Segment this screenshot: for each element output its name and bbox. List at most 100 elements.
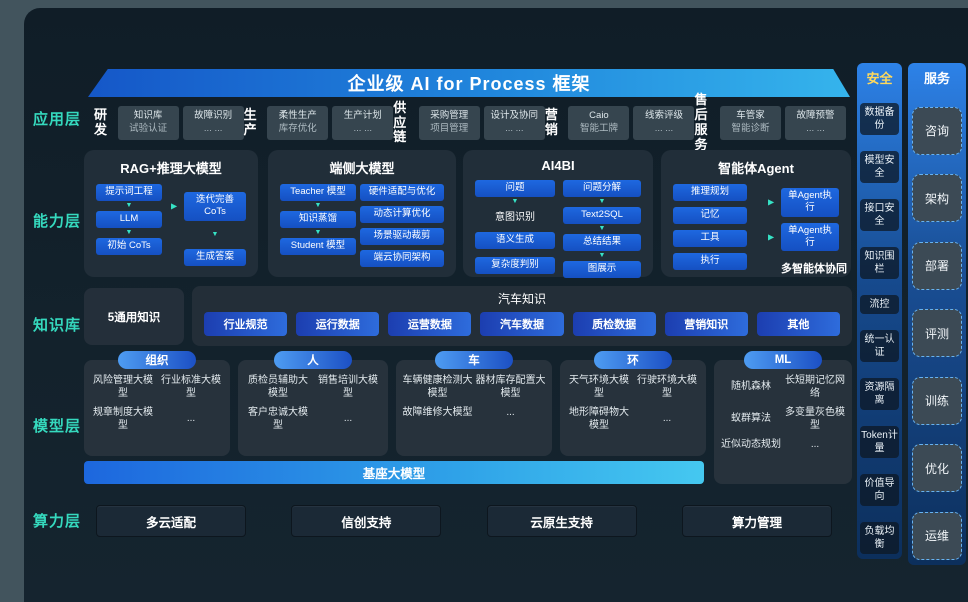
security-item[interactable]: 数据备份 [860, 103, 899, 135]
rag-step-prompt[interactable]: 提示词工程 [96, 184, 162, 201]
ai4bi-intent: 意图识别 [495, 212, 535, 223]
edge-flow-teacher[interactable]: Teacher 模型 [280, 184, 356, 201]
ai4bi-complexity[interactable]: 复杂度判别 [475, 257, 555, 274]
service-title: 服务 [923, 71, 950, 86]
service-column: 服务 咨询 架构 部署 评测 训练 优化 运维 [908, 63, 966, 565]
service-item[interactable]: 运维 [912, 511, 962, 560]
ai4bi-summary[interactable]: 总结结果 [563, 234, 641, 251]
model-pill-people[interactable]: 人 [274, 351, 352, 369]
security-item[interactable]: 资源隔离 [860, 378, 899, 410]
security-item[interactable]: Token计量 [860, 426, 899, 458]
knowledge-chip[interactable]: 其他 [756, 312, 840, 336]
security-item[interactable]: 流控 [860, 295, 899, 314]
model-item: ... [662, 413, 672, 425]
app-chip-line1: 采购管理 [430, 110, 469, 122]
agent-module-memory[interactable]: 记忆 [673, 207, 747, 224]
knowledge-chip[interactable]: 行业规范 [204, 312, 288, 336]
knowledge-chip[interactable]: 营销知识 [664, 312, 748, 336]
base-model-bar[interactable]: 基座大模型 [84, 461, 704, 484]
rag-step-iterate-cots[interactable]: 迭代完善CoTs [184, 192, 246, 221]
app-chip[interactable]: 采购管理 项目管理 [418, 106, 480, 140]
app-chip-line1: Caio [589, 110, 609, 122]
compute-button[interactable]: 算力管理 [681, 505, 832, 537]
model-item: ... [186, 413, 196, 425]
security-item[interactable]: 统一认证 [860, 330, 899, 362]
edge-feature-box[interactable]: 场景驱动裁剪 [360, 228, 444, 245]
app-chip[interactable]: 故障预警 ... ... [784, 106, 846, 140]
model-items-ml: 随机森林 长短期记忆网络 蚁群算法 多变量灰色模型 近似动态规划... [714, 360, 852, 456]
agent-module-tools[interactable]: 工具 [673, 230, 747, 247]
rag-step-llm[interactable]: LLM [96, 211, 162, 228]
service-item[interactable]: 架构 [912, 174, 962, 223]
security-item[interactable]: 价值导向 [860, 474, 899, 506]
knowledge-chip[interactable]: 汽车数据 [480, 312, 564, 336]
compute-button[interactable]: 云原生支持 [486, 505, 637, 537]
app-group: 营销 Caio 智能工牌 线索评级 ... ... [545, 106, 695, 140]
arrow-down-icon: ▼ [598, 198, 606, 205]
edge-feature-box[interactable]: 端云协同架构 [360, 250, 444, 267]
model-pill-env[interactable]: 环 [594, 351, 672, 369]
ai4bi-semantic[interactable]: 语义生成 [475, 232, 555, 249]
security-item[interactable]: 知识围栏 [860, 247, 899, 279]
service-item[interactable]: 咨询 [912, 106, 962, 155]
model-item: 风险管理大模型 [93, 375, 153, 399]
knowledge-chip[interactable]: 运营数据 [388, 312, 472, 336]
card-title-agent: 智能体Agent [718, 161, 794, 176]
app-chip-line2: ... ... [806, 123, 825, 134]
model-pill-ml[interactable]: ML [744, 351, 822, 369]
knowledge-chip[interactable]: 质检数据 [572, 312, 656, 336]
model-item: 天气环境大模型 [569, 375, 629, 399]
agent-module-exec[interactable]: 执行 [673, 253, 747, 270]
ai4bi-text2sql[interactable]: Text2SQL [563, 207, 641, 224]
service-item[interactable]: 训练 [912, 376, 962, 425]
app-chip-line1: 车管家 [736, 110, 765, 122]
knowledge-chip[interactable]: 运行数据 [296, 312, 380, 336]
service-item[interactable]: 评测 [912, 309, 962, 358]
app-chip-line2: 智能诊断 [731, 123, 770, 134]
app-chip[interactable]: 知识库 试验认证 [117, 106, 179, 140]
app-chip[interactable]: 设计及协同 ... ... [483, 106, 545, 140]
agent-exec-single-1[interactable]: 单Agent执行 [781, 188, 839, 217]
edge-flow-distill[interactable]: 知识蒸馏 [280, 211, 356, 228]
model-card-env: 环 天气环境大模型 行驶环境大模型 地形障碍物大模型... [560, 351, 706, 456]
app-chip-line1: 知识库 [133, 110, 163, 122]
app-chip-line2: ... ... [505, 123, 524, 134]
agent-module-planning[interactable]: 推理规划 [673, 184, 747, 201]
app-chip[interactable]: Caio 智能工牌 [568, 106, 630, 140]
edge-flow-student[interactable]: Student 模型 [280, 238, 356, 255]
ai4bi-question[interactable]: 问题 [475, 180, 555, 197]
edge-feature-box[interactable]: 硬件适配与优化 [360, 184, 444, 201]
app-chip[interactable]: 车管家 智能诊断 [719, 106, 781, 140]
layer-label-compute: 算力层 [33, 513, 82, 530]
layer-label-capability: 能力层 [33, 213, 82, 230]
app-chip-line1: 柔性生产 [278, 110, 317, 122]
service-item[interactable]: 部署 [912, 241, 962, 290]
security-item[interactable]: 接口安全 [860, 199, 899, 231]
knowledge-general-card[interactable]: 5通用知识 [84, 288, 184, 345]
compute-button[interactable]: 多云适配 [96, 505, 246, 537]
ai4bi-decompose[interactable]: 问题分解 [563, 180, 641, 197]
compute-button[interactable]: 信创支持 [291, 505, 442, 537]
edge-feature-box[interactable]: 动态计算优化 [360, 206, 444, 223]
rag-step-answer[interactable]: 生成答案 [184, 248, 246, 266]
app-chip-line2: 智能工牌 [579, 123, 618, 134]
security-item[interactable]: 模型安全 [860, 151, 899, 183]
app-group: 供应链 采购管理 项目管理 设计及协同 ... ... [393, 100, 545, 146]
rag-step-init-cots[interactable]: 初始 CoTs [96, 238, 162, 255]
model-pill-vehicle[interactable]: 车 [435, 351, 513, 369]
app-chip[interactable]: 柔性生产 库存优化 [267, 106, 329, 140]
ai4bi-display[interactable]: 图展示 [563, 261, 641, 278]
agent-exec-single-2[interactable]: 单Agent执行 [781, 222, 839, 252]
app-chip[interactable]: 生产计划 ... ... [332, 106, 394, 140]
security-item[interactable]: 负载均衡 [860, 522, 899, 554]
app-chip[interactable]: 线索评级 ... ... [633, 106, 695, 140]
app-group-chips: 知识库 试验认证 故障识别 ... ... [117, 106, 244, 140]
model-item: 故障维修大模型 [402, 407, 473, 418]
model-item: ... [810, 439, 820, 450]
app-chip-line2: ... ... [353, 123, 373, 134]
model-items-people: 质检员辅助大模型 销售培训大模型 客户忠诚大模型... [238, 360, 388, 436]
service-item[interactable]: 优化 [912, 444, 962, 493]
app-chip[interactable]: 故障识别 ... ... [182, 106, 244, 140]
model-pill-org[interactable]: 组织 [118, 351, 196, 369]
card-title-edge: 端侧大模型 [329, 161, 395, 176]
